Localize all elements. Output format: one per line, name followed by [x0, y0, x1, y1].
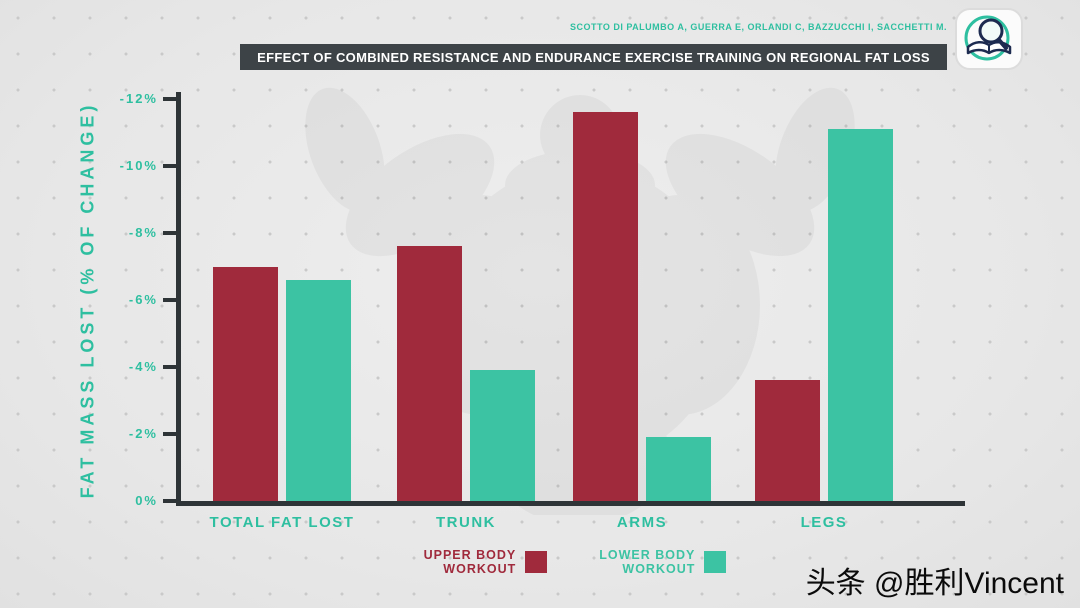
bar-upper-body-workout-trunk [397, 246, 462, 501]
chart-legend: UPPER BODY WORKOUT LOWER BODY WORKOUT [35, 548, 1080, 576]
x-axis-line [176, 501, 965, 506]
bar-upper-body-workout-legs [755, 380, 820, 501]
chart-title: EFFECT OF COMBINED RESISTANCE AND ENDURA… [257, 49, 930, 65]
bar-upper-body-workout-total-fat-lost [213, 266, 278, 501]
x-axis-label-total-fat-lost: TOTAL FAT LOST [209, 514, 355, 531]
y-tick-label: -4% [128, 359, 158, 374]
y-tick-label: -10% [119, 158, 158, 173]
y-tick-mark [163, 231, 181, 235]
y-tick-mark [163, 97, 181, 101]
y-tick-label: -2% [128, 426, 158, 441]
y-tick-mark [163, 164, 181, 168]
x-axis-label-legs: LEGS [800, 514, 848, 531]
legend-label: UPPER BODY WORKOUT [423, 548, 517, 576]
bar-lower-body-workout-legs [828, 129, 893, 501]
y-tick-label: -8% [128, 225, 158, 240]
bar-lower-body-workout-trunk [470, 370, 535, 501]
y-tick-label: -12% [119, 91, 158, 106]
y-tick-mark [163, 499, 181, 503]
legend-swatch-lower-body-workout [704, 551, 727, 573]
bar-lower-body-workout-arms [646, 437, 711, 501]
x-axis-label-trunk: TRUNK [436, 514, 496, 531]
y-tick-mark [163, 432, 181, 436]
bar-lower-body-workout-total-fat-lost [286, 279, 351, 501]
legend-item-lower-body-workout: LOWER BODY WORKOUT [599, 548, 727, 576]
legend-item-upper-body-workout: UPPER BODY WORKOUT [424, 548, 548, 576]
bar-upper-body-workout-arms [573, 112, 638, 501]
legend-swatch-upper-body-workout [525, 551, 548, 573]
book-magnifier-icon [953, 7, 1025, 71]
x-axis-label-arms: ARMS [616, 514, 668, 531]
legend-label: LOWER BODY WORKOUT [599, 548, 696, 576]
channel-watermark: 头条 @胜利Vincent [805, 567, 1064, 600]
chart-title-bar: EFFECT OF COMBINED RESISTANCE AND ENDURA… [240, 44, 947, 70]
y-tick-mark [163, 365, 181, 369]
study-citation: SCOTTO DI PALUMBO A, GUERRA E, ORLANDI C… [570, 22, 947, 32]
y-tick-mark [163, 298, 181, 302]
y-tick-label: -6% [128, 292, 158, 307]
y-tick-label: 0% [135, 493, 158, 508]
